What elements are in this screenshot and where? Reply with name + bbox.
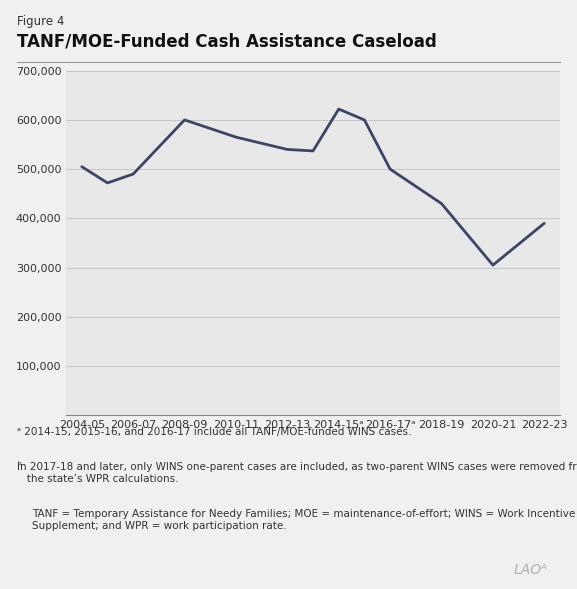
Text: TANF = Temporary Assistance for Needy Families; MOE = maintenance-of-effort; WIN: TANF = Temporary Assistance for Needy Fa… xyxy=(32,509,577,531)
Text: LAOᴬ: LAOᴬ xyxy=(514,563,548,577)
Text: ᵇ: ᵇ xyxy=(17,461,21,470)
Text: TANF/MOE-Funded Cash Assistance Caseload: TANF/MOE-Funded Cash Assistance Caseload xyxy=(17,32,437,51)
Text: ᵃ 2014-15, 2015-16, and 2016-17 include all TANF/MOE-funded WINS cases.: ᵃ 2014-15, 2015-16, and 2016-17 include … xyxy=(17,427,411,437)
Text: In 2017-18 and later, only WINS one-parent cases are included, as two-parent WIN: In 2017-18 and later, only WINS one-pare… xyxy=(17,462,577,484)
Text: Figure 4: Figure 4 xyxy=(17,15,65,28)
